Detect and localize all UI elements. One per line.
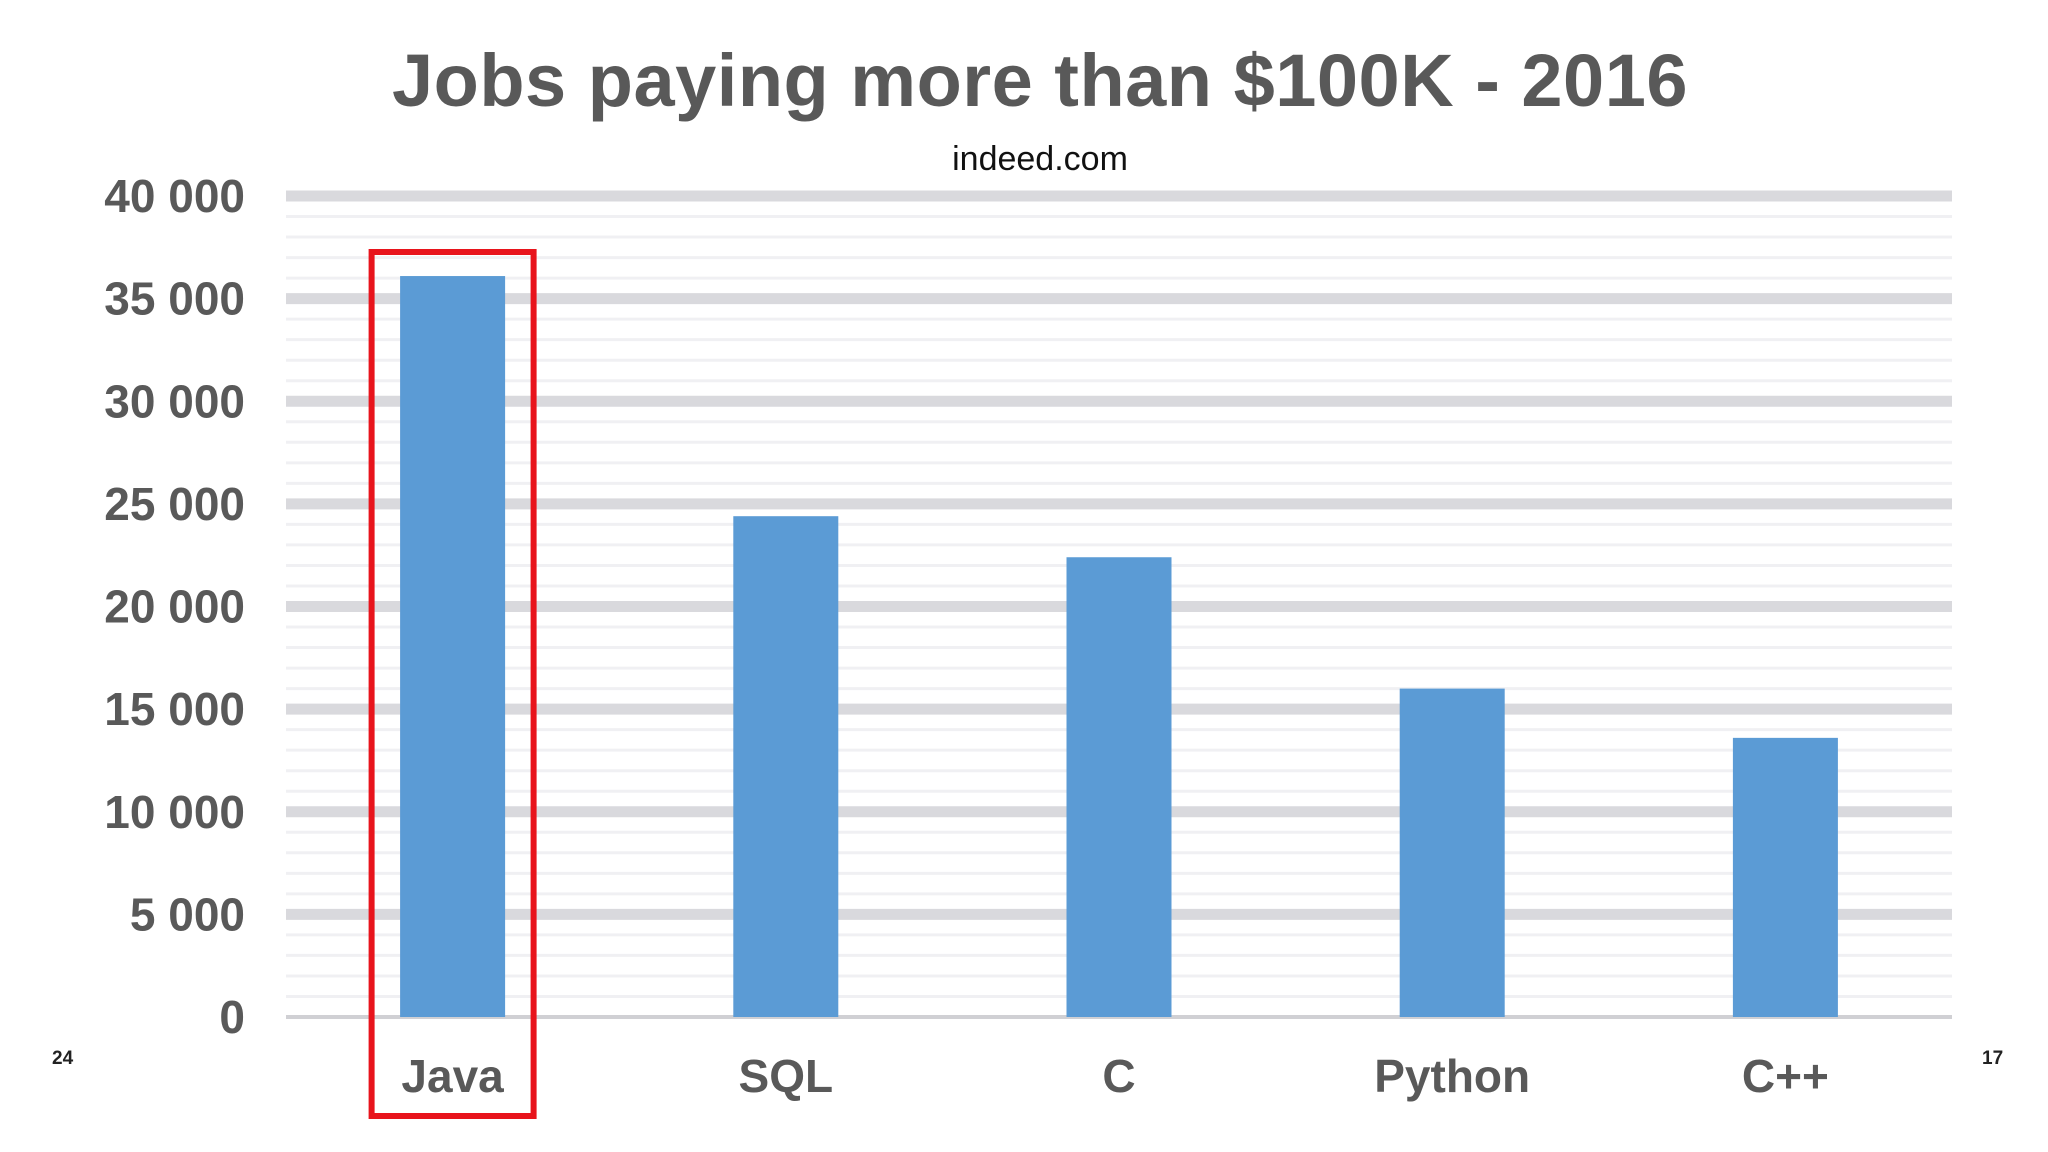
x-axis-categories: Java SQL C Python C++ xyxy=(401,1050,1828,1102)
slide-number-right: 17 xyxy=(1982,1048,2004,1069)
y-tick-label: 15 000 xyxy=(104,683,245,735)
x-category-label: C++ xyxy=(1742,1050,1829,1102)
bar-python xyxy=(1399,688,1505,1017)
highlight-group xyxy=(368,249,537,1119)
y-axis-ticks: 0 5 000 10 000 15 000 20 000 25 000 30 000 35 0… xyxy=(104,170,245,1043)
x-category-label: SQL xyxy=(739,1050,834,1102)
bars xyxy=(400,276,1838,1017)
y-tick-label: 5 000 xyxy=(130,888,245,940)
bar-sql xyxy=(733,516,839,1017)
highlight-box xyxy=(368,249,537,1119)
slide-number-left: 24 xyxy=(52,1048,74,1069)
bar-java xyxy=(400,276,506,1017)
y-tick-label: 35 000 xyxy=(104,273,245,325)
chart-title: Jobs paying more than $100K - 2016 xyxy=(391,39,1689,122)
x-category-label: C xyxy=(1102,1050,1135,1102)
bar-cplusplus xyxy=(1732,737,1838,1017)
y-tick-label: 25 000 xyxy=(104,478,245,530)
chart-subtitle: indeed.com xyxy=(952,140,1128,178)
x-category-label: Java xyxy=(401,1050,504,1102)
bar-c xyxy=(1066,557,1172,1017)
y-tick-label: 10 000 xyxy=(104,786,245,838)
y-tick-label: 20 000 xyxy=(104,581,245,633)
y-tick-label: 0 xyxy=(219,991,245,1043)
y-tick-label: 30 000 xyxy=(104,375,245,427)
y-tick-label: 40 000 xyxy=(104,170,245,222)
x-category-label: Python xyxy=(1374,1050,1530,1102)
